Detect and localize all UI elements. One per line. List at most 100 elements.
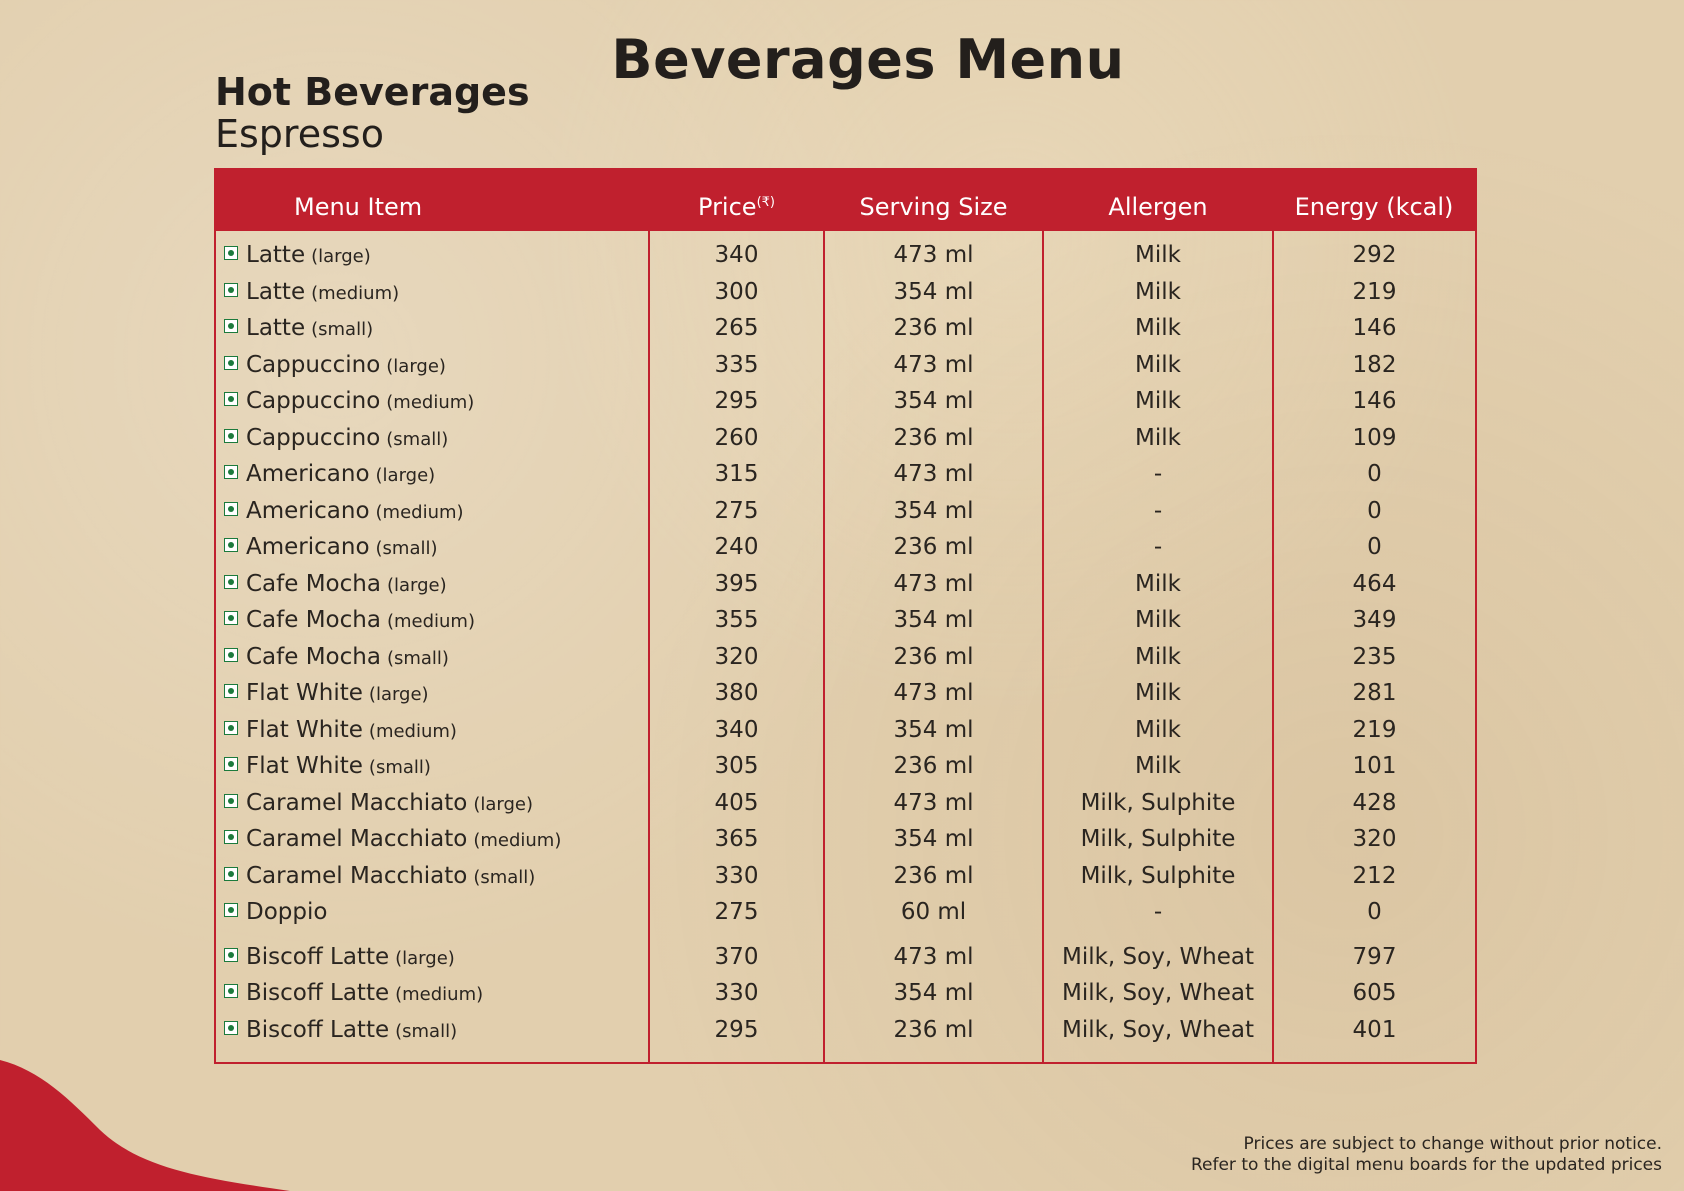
item-size: (small): [386, 647, 449, 669]
energy-cell: 219: [1272, 711, 1476, 748]
allergen-cell: -: [1042, 894, 1273, 931]
price-cell: 295: [648, 1011, 824, 1063]
menu-item-cell: Cappuccino (medium): [215, 383, 649, 420]
notice-line: Refer to the digital menu boards for the…: [1190, 1155, 1662, 1175]
item-name: Biscoff Latte: [246, 943, 390, 970]
item-name: Flat White: [246, 680, 363, 707]
table-row: Doppio 275 60 ml -0: [215, 894, 1476, 931]
table-row: Caramel Macchiato (small) 330 236 ml Milk, S…: [215, 857, 1476, 894]
veg-icon: [224, 947, 238, 962]
menu-item-cell: Americano (medium): [215, 493, 649, 530]
energy-cell: 797: [1272, 930, 1476, 975]
allergen-cell: -: [1042, 529, 1273, 566]
veg-icon: [224, 538, 238, 553]
item-name: Flat White: [246, 753, 363, 780]
veg-icon: [224, 793, 238, 808]
serving-size-cell: 354 ml: [823, 975, 1043, 1012]
item-size: (medium): [473, 830, 562, 852]
serving-size-cell: 354 ml: [823, 383, 1043, 420]
veg-icon: [224, 1020, 238, 1035]
energy-cell: 235: [1272, 638, 1476, 675]
serving-size-cell: 473 ml: [823, 346, 1043, 383]
allergen-cell: Milk: [1042, 638, 1273, 675]
item-size: (small): [395, 1020, 458, 1042]
serving-size-cell: 236 ml: [823, 419, 1043, 456]
item-size: (large): [395, 947, 455, 969]
table-row: Latte (large) 340 473 ml Milk 292: [215, 231, 1476, 274]
item-size: (large): [311, 246, 371, 268]
energy-cell: 605: [1272, 975, 1476, 1012]
energy-cell: 349: [1272, 602, 1476, 639]
header-allergen: Allergen: [1043, 169, 1273, 231]
table-row: Flat White (large) 380 473 ml Milk 281: [215, 675, 1476, 712]
energy-cell: 0: [1272, 456, 1476, 493]
item-size: (large): [386, 355, 446, 377]
item-name: Americano: [246, 461, 370, 488]
price-cell: 340: [648, 711, 824, 748]
table-row: Biscoff Latte (large) 370 473 ml Milk, Soy, …: [215, 930, 1476, 975]
energy-cell: 109: [1272, 419, 1476, 456]
price-cell: 315: [648, 456, 824, 493]
allergen-cell: Milk: [1042, 602, 1273, 639]
price-cell: 260: [648, 419, 824, 456]
menu-item-cell: Latte (large): [215, 231, 649, 274]
energy-cell: 428: [1272, 784, 1476, 821]
serving-size-cell: 60 ml: [823, 894, 1043, 931]
price-cell: 330: [648, 857, 824, 894]
allergen-cell: Milk: [1042, 675, 1273, 712]
header-menu-item: Menu Item: [215, 169, 649, 231]
item-name: Americano: [246, 534, 370, 561]
header-serving-size: Serving Size: [824, 169, 1043, 231]
item-name: Caramel Macchiato: [246, 862, 468, 889]
item-size: (large): [473, 793, 534, 815]
item-name: Latte: [246, 278, 306, 305]
price-cell: 265: [648, 310, 824, 347]
page-title: Beverages Menu: [611, 28, 1125, 91]
energy-cell: 464: [1272, 565, 1476, 602]
menu-item-cell: Caramel Macchiato (medium): [215, 821, 649, 858]
veg-icon: [224, 428, 238, 443]
table-row: Caramel Macchiato (large) 405 473 ml Milk, S…: [215, 784, 1476, 821]
allergen-cell: Milk: [1042, 711, 1273, 748]
item-size: (medium): [386, 392, 475, 414]
item-name: Caramel Macchiato: [246, 826, 468, 853]
decorative-red-wave: [0, 1060, 290, 1191]
item-size: (small): [311, 319, 374, 341]
menu-item-cell: Doppio: [215, 894, 649, 931]
menu-item-cell: Cappuccino (small): [215, 420, 649, 457]
energy-cell: 212: [1272, 857, 1476, 894]
allergen-cell: Milk, Soy, Wheat: [1042, 930, 1273, 975]
menu-table: Menu Item Price(₹) Serving Size Allergen…: [214, 168, 1477, 1064]
veg-icon: [224, 757, 238, 772]
header-price-label: Price: [698, 193, 757, 221]
menu-item-cell: Flat White (large): [215, 675, 649, 712]
energy-cell: 401: [1272, 1011, 1476, 1063]
serving-size-cell: 473 ml: [823, 675, 1043, 712]
price-cell: 395: [648, 565, 824, 602]
energy-cell: 320: [1272, 821, 1476, 858]
veg-icon: [224, 611, 238, 626]
price-cell: 240: [648, 529, 824, 566]
menu-item-cell: Cafe Mocha (medium): [215, 602, 649, 639]
allergen-cell: Milk: [1042, 748, 1273, 785]
energy-cell: 0: [1272, 492, 1476, 529]
price-cell: 320: [648, 638, 824, 675]
price-cell: 370: [648, 930, 824, 975]
item-name: Latte: [246, 315, 306, 342]
item-name: Flat White: [246, 716, 363, 743]
allergen-cell: Milk, Sulphite: [1042, 857, 1273, 894]
allergen-cell: Milk: [1042, 231, 1273, 274]
menu-item-cell: Cafe Mocha (small): [215, 639, 649, 676]
energy-cell: 292: [1272, 231, 1476, 274]
energy-cell: 281: [1272, 675, 1476, 712]
allergen-cell: Milk: [1042, 565, 1273, 602]
item-name: Biscoff Latte: [246, 1016, 390, 1043]
price-cell: 380: [648, 675, 824, 712]
table-row: Caramel Macchiato (medium) 365 354 ml Milk, …: [215, 821, 1476, 858]
table-row: Biscoff Latte (medium) 330 354 ml Milk, Soy,…: [215, 975, 1476, 1012]
allergen-cell: Milk, Soy, Wheat: [1042, 1011, 1273, 1063]
allergen-cell: Milk, Soy, Wheat: [1042, 975, 1273, 1012]
item-size: (medium): [368, 720, 457, 742]
serving-size-cell: 236 ml: [823, 638, 1043, 675]
item-size: (small): [473, 866, 536, 888]
